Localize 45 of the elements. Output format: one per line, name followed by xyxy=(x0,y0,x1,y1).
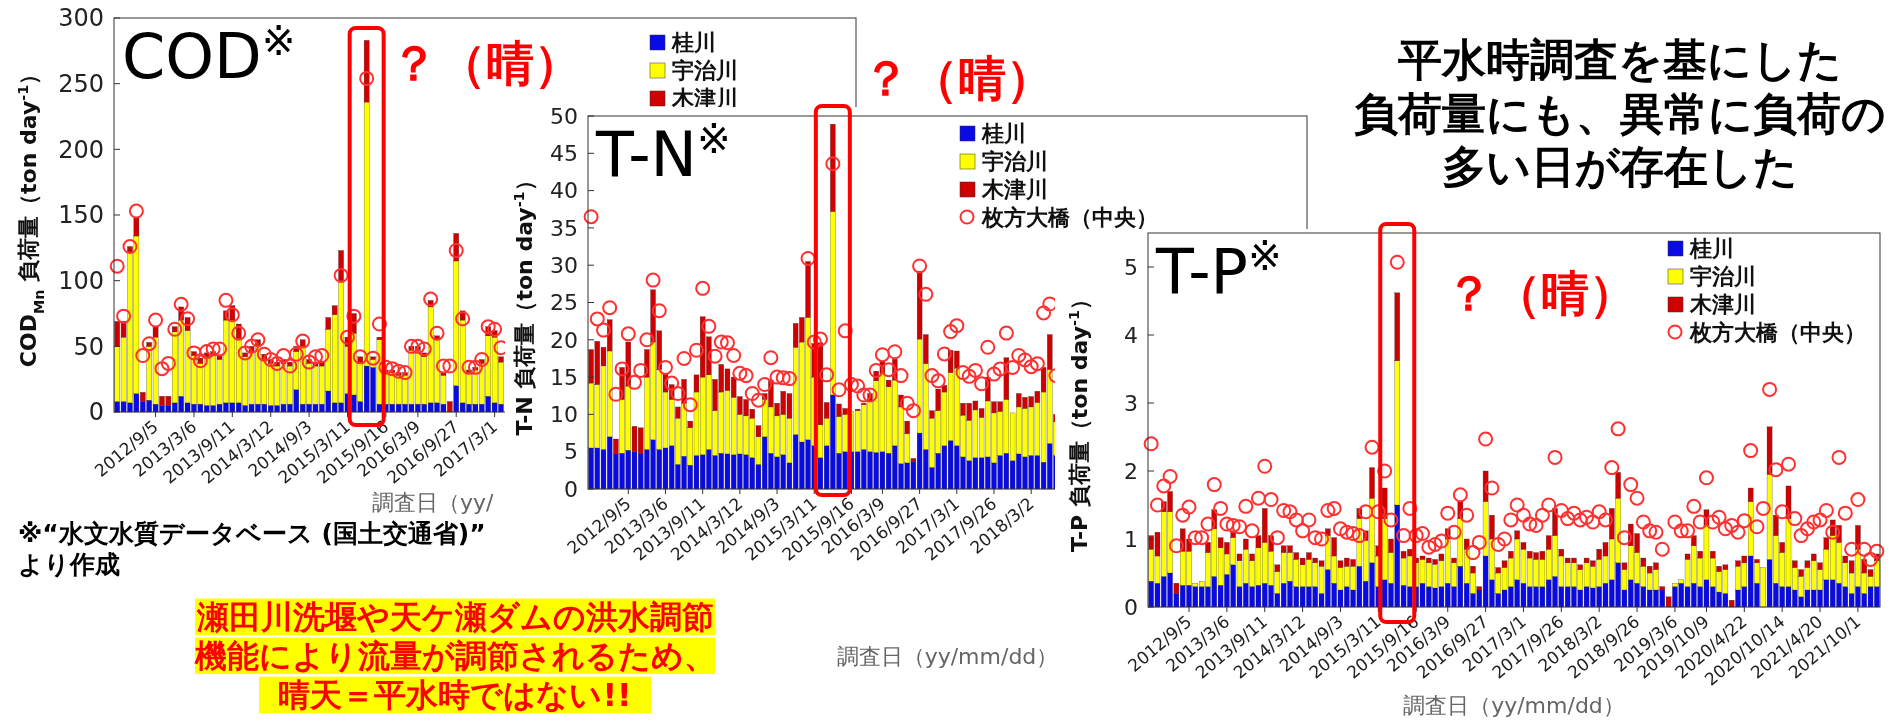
y-tick-label: 0 xyxy=(88,398,104,427)
x-axis-title: 調査日（yy/mm/dd） xyxy=(1403,693,1625,718)
y-tick-label: 10 xyxy=(550,402,578,428)
y-tick-label: 5 xyxy=(564,439,578,465)
text: 平水時調査を基にした負荷量にも、異常に負荷の多い日が存在した xyxy=(1354,34,1886,193)
annotation: ？（晴） xyxy=(390,35,582,91)
y-tick-label: 50 xyxy=(550,103,578,129)
y-tick-label: 5 xyxy=(1124,254,1138,280)
y-tick-label: 20 xyxy=(550,327,578,353)
y-tick-label: 2 xyxy=(1124,458,1138,484)
legend-label: 桂川 xyxy=(671,29,716,55)
y-tick-label: 25 xyxy=(550,290,578,316)
y-tick-label: 35 xyxy=(550,215,578,241)
legend-label: 枚方大橋（中央） xyxy=(981,204,1158,230)
text: ※“水文水質データベース (国土交通省)”より作成 xyxy=(18,519,486,579)
y-tick-label: 45 xyxy=(550,141,578,166)
y-tick-label: 3 xyxy=(1124,390,1138,416)
legend-label: 桂川 xyxy=(981,120,1026,146)
annotation: ？（晴） xyxy=(1445,265,1637,321)
y-tick-label: 0 xyxy=(564,476,578,502)
legend-label: 宇治川 xyxy=(982,148,1048,174)
y-tick-label: 40 xyxy=(550,178,578,204)
legend-label: 木津川 xyxy=(1689,291,1756,317)
chart-title: T-P$^{※}$ xyxy=(1155,232,1282,308)
y-tick-label: 0 xyxy=(1124,594,1138,620)
y-tick-label: 50 xyxy=(73,332,104,361)
y-tick-label: 15 xyxy=(550,364,578,390)
y-tick-label: 200 xyxy=(58,135,104,164)
y-tick-label: 4 xyxy=(1124,322,1138,348)
legend-label: 宇治川 xyxy=(1690,263,1756,289)
y-tick-label: 1 xyxy=(1124,526,1138,552)
y-tick-label: 250 xyxy=(58,70,104,99)
legend-label: 桂川 xyxy=(1689,235,1734,261)
text: ？（晴） xyxy=(862,50,1054,106)
y-tick-label: 100 xyxy=(58,267,104,296)
legend-label: 宇治川 xyxy=(672,57,738,83)
legend-label: 枚方大橋（中央） xyxy=(1689,319,1866,345)
x-axis-title: 調査日（yy/ xyxy=(372,490,495,515)
y-tick-label: 150 xyxy=(58,201,104,230)
y-tick-label: 30 xyxy=(550,252,578,278)
y-tick-label: 300 xyxy=(58,4,104,33)
chart-title: COD$^{※}$ xyxy=(122,17,296,93)
x-axis-title: 調査日（yy/mm/dd） xyxy=(836,644,1059,669)
chart-title: T-N$^{※}$ xyxy=(595,115,731,191)
legend-label: 木津川 xyxy=(981,176,1048,202)
